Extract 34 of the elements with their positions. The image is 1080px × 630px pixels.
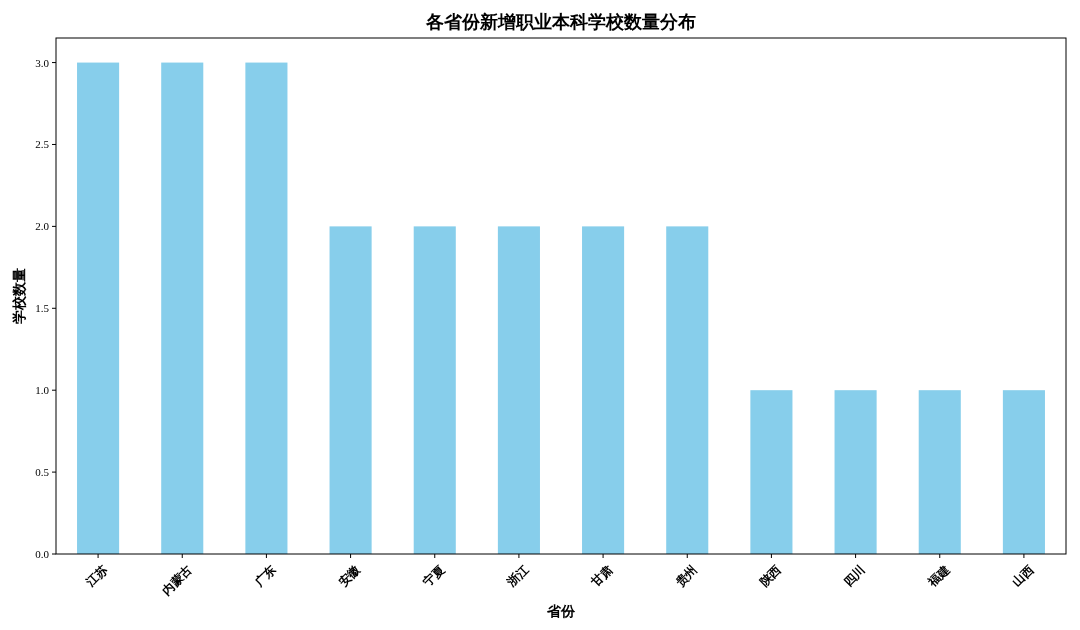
bar	[161, 62, 204, 554]
bar	[1002, 390, 1045, 554]
y-tick-label: 2.5	[35, 138, 50, 151]
bar	[329, 226, 372, 554]
chart-title: 各省份新增职业本科学校数量分布	[425, 12, 696, 32]
bar	[413, 226, 456, 554]
x-tick-label: 安徽	[336, 561, 364, 590]
x-tick-label: 四川	[841, 562, 868, 590]
x-tick-label: 宁夏	[420, 562, 448, 590]
y-tick-label: 1.0	[35, 384, 50, 397]
bar	[918, 390, 961, 554]
y-axis-title: 学校数量	[11, 268, 27, 324]
x-tick-label: 浙江	[503, 562, 532, 591]
x-tick-label: 江苏	[82, 562, 111, 591]
bar	[245, 62, 288, 554]
x-tick-label: 甘肃	[587, 562, 616, 591]
x-axis-title: 省份	[546, 603, 576, 619]
x-tick-label: 福建	[924, 562, 953, 591]
bar	[834, 390, 877, 554]
x-tick-label: 广东	[251, 562, 279, 591]
bar	[497, 226, 540, 554]
bar	[77, 62, 120, 554]
y-tick-label: 3.0	[35, 56, 50, 69]
bar	[582, 226, 625, 554]
bar	[750, 390, 793, 554]
x-tick-label: 贵州	[672, 562, 700, 591]
x-tick-label: 陕西	[756, 562, 784, 590]
y-tick-label: 2.0	[35, 220, 50, 233]
y-tick-label: 0.0	[35, 548, 50, 560]
bar	[666, 226, 709, 554]
y-tick-label: 0.5	[35, 466, 50, 479]
y-tick-label: 1.5	[35, 302, 50, 315]
x-tick-label: 内蒙古	[159, 562, 195, 598]
x-tick-label: 山西	[1009, 562, 1037, 590]
